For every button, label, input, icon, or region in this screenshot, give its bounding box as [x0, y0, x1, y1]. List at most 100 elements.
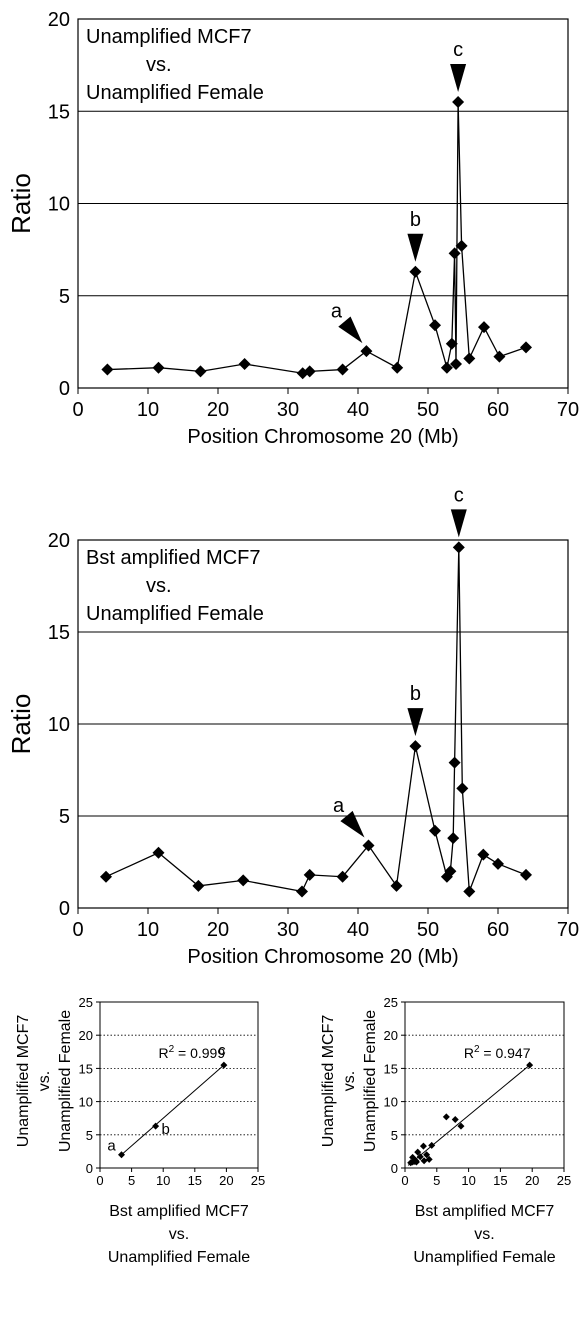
x-tick-label: 5 [128, 1173, 135, 1188]
annotation-arrow-c [450, 509, 467, 538]
y-axis-label-line: vs. [341, 1071, 358, 1091]
series-line [107, 102, 527, 374]
x-axis-label-line: Bst amplified MCF7 [415, 1203, 555, 1220]
x-tick-label: 20 [207, 919, 229, 941]
x-tick-label: 0 [72, 399, 83, 421]
annotation-label-b: b [410, 683, 421, 705]
data-point [101, 363, 114, 376]
y-axis-label-line: vs. [36, 1071, 53, 1091]
y-tick-label: 15 [79, 1061, 93, 1076]
y-tick-label: 10 [79, 1095, 93, 1110]
data-point [360, 345, 373, 358]
data-point [152, 846, 165, 859]
trendline [407, 1064, 530, 1166]
x-tick-label: 0 [72, 919, 83, 941]
chart-title-line: vs. [146, 575, 172, 597]
x-tick-label: 10 [461, 1173, 475, 1188]
data-point [362, 839, 375, 852]
data-point [492, 857, 504, 870]
data-point [448, 247, 461, 260]
data-point [414, 1148, 422, 1156]
y-tick-label: 15 [384, 1061, 398, 1076]
plot-frame [404, 1001, 565, 1169]
data-point [220, 1061, 228, 1069]
x-tick-label: 60 [487, 919, 509, 941]
data-point [450, 358, 462, 371]
data-point [237, 874, 250, 887]
data-point [520, 341, 532, 354]
chart-title-line: Unamplified Female [86, 82, 264, 104]
y-tick-label: 15 [48, 101, 70, 123]
data-point [452, 96, 465, 109]
annotation-arrow-b [407, 708, 424, 737]
point-label-b: b [161, 1121, 169, 1138]
y-axis-label: Ratio [6, 173, 36, 234]
data-point [152, 361, 165, 374]
y-tick-label: 20 [48, 9, 70, 31]
x-tick-label: 50 [417, 919, 439, 941]
data-point [448, 756, 461, 769]
x-tick-label: 30 [277, 919, 299, 941]
data-point [429, 824, 441, 837]
data-point [457, 1122, 465, 1130]
x-tick-label: 10 [137, 399, 159, 421]
chromosome-ratio-chart-unamplified: 0 5 10 15 20 0 10 20 30 40 50 60 70 Position Chromoso… [6, 9, 579, 448]
annotation-arrow-a [340, 810, 365, 838]
data-point [452, 541, 465, 554]
x-axis-label-line: vs. [474, 1226, 494, 1243]
x-tick-label: 40 [347, 399, 369, 421]
data-point [463, 352, 476, 365]
x-axis-label-line: Bst amplified MCF7 [109, 1203, 249, 1220]
data-point [409, 740, 422, 753]
data-point [416, 1153, 424, 1161]
trendline [121, 1064, 225, 1156]
x-tick-label: 0 [96, 1173, 103, 1188]
y-tick-label: 0 [86, 1161, 93, 1176]
chart-title-line: vs. [146, 54, 172, 76]
y-tick-label: 20 [384, 1028, 398, 1043]
x-tick-label: 50 [417, 399, 439, 421]
data-point [429, 319, 441, 332]
chart-title-line: Unamplified Female [86, 603, 264, 625]
y-tick-label: 10 [48, 194, 70, 216]
x-axis-label: Position Chromosome 20 (Mb) [187, 426, 458, 448]
annotation-arrow-a [338, 316, 363, 344]
data-point [412, 1157, 420, 1165]
annotation-arrow-c [450, 64, 467, 93]
data-point [442, 1113, 450, 1121]
data-point [440, 361, 453, 374]
data-point [100, 870, 112, 883]
annotation-label-c: c [454, 484, 464, 506]
data-point [463, 885, 476, 898]
annotation-label-a: a [333, 795, 345, 817]
data-point [419, 1142, 427, 1150]
data-point [296, 885, 308, 898]
x-tick-label: 20 [219, 1173, 233, 1188]
data-point [391, 361, 404, 374]
data-point [447, 832, 460, 845]
data-point [194, 365, 207, 378]
x-tick-label: 10 [137, 919, 159, 941]
y-tick-label: 10 [384, 1095, 398, 1110]
data-point [409, 265, 422, 278]
data-point [238, 358, 251, 371]
x-tick-label: 5 [433, 1173, 440, 1188]
x-axis-label-line: Unamplified Female [413, 1249, 555, 1266]
y-axis-label: Ratio [6, 694, 36, 755]
x-tick-label: 70 [557, 919, 579, 941]
y-axis-label-line: Unamplified MCF7 [320, 1015, 337, 1148]
data-point [420, 1157, 428, 1165]
x-tick-label: 70 [557, 399, 579, 421]
x-tick-label: 20 [525, 1173, 539, 1188]
r-squared-superscript: 2 [169, 1044, 175, 1055]
data-point [192, 879, 205, 892]
data-point [336, 363, 349, 376]
data-point [303, 365, 316, 378]
x-tick-label: 15 [188, 1173, 202, 1188]
x-tick-label: 25 [251, 1173, 265, 1188]
r-squared-symbol: R [464, 1045, 474, 1061]
data-point [478, 321, 490, 334]
x-axis-label-line: vs. [169, 1226, 189, 1243]
